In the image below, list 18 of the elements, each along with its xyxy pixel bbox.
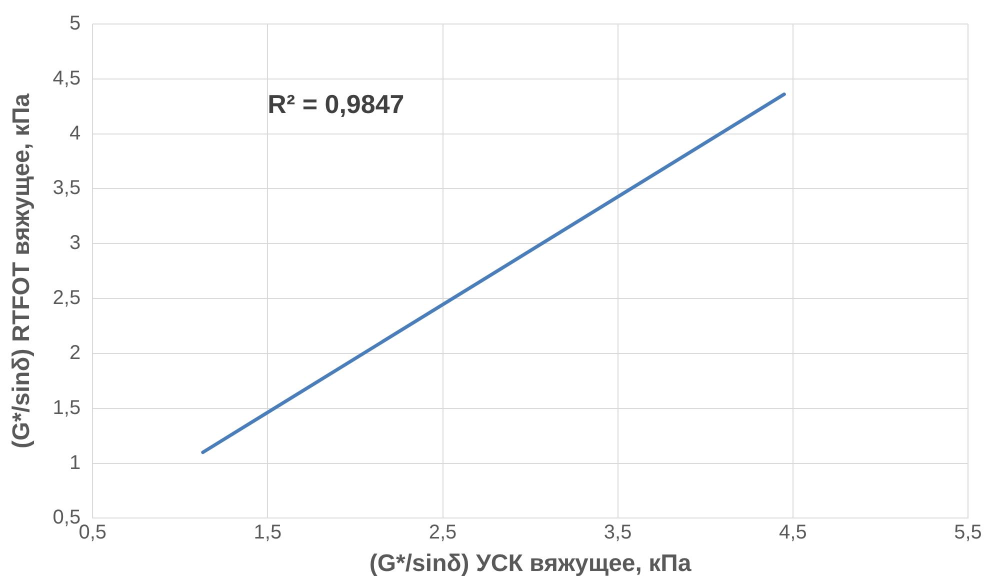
x-axis-title: (G*/sinδ) УСК вяжущее, кПа xyxy=(369,550,692,578)
y-tick-label: 5 xyxy=(69,12,81,35)
x-tick-label: 5,5 xyxy=(954,522,982,544)
x-tick-label: 1,5 xyxy=(254,522,282,544)
y-tick-label: 3 xyxy=(69,232,81,254)
y-tick-label: 2,5 xyxy=(52,287,81,310)
y-tick-label: 2 xyxy=(69,342,81,364)
x-tick-label: 3,5 xyxy=(604,522,632,544)
y-tick-label: 4,5 xyxy=(52,67,81,90)
y-tick-label: 3,5 xyxy=(52,177,81,200)
x-tick-label: 2,5 xyxy=(428,522,457,544)
y-axis-title: (G*/sinδ) RTFOT вяжущее, кПа xyxy=(8,93,36,449)
y-tick-label: 4 xyxy=(69,122,81,144)
y-tick-label: 0,5 xyxy=(52,506,81,529)
y-tick-label: 1 xyxy=(69,452,81,474)
annotation: R² = 0,9847 xyxy=(268,89,404,120)
x-tick-label: 4,5 xyxy=(779,522,807,544)
y-tick-label: 1,5 xyxy=(52,396,81,419)
